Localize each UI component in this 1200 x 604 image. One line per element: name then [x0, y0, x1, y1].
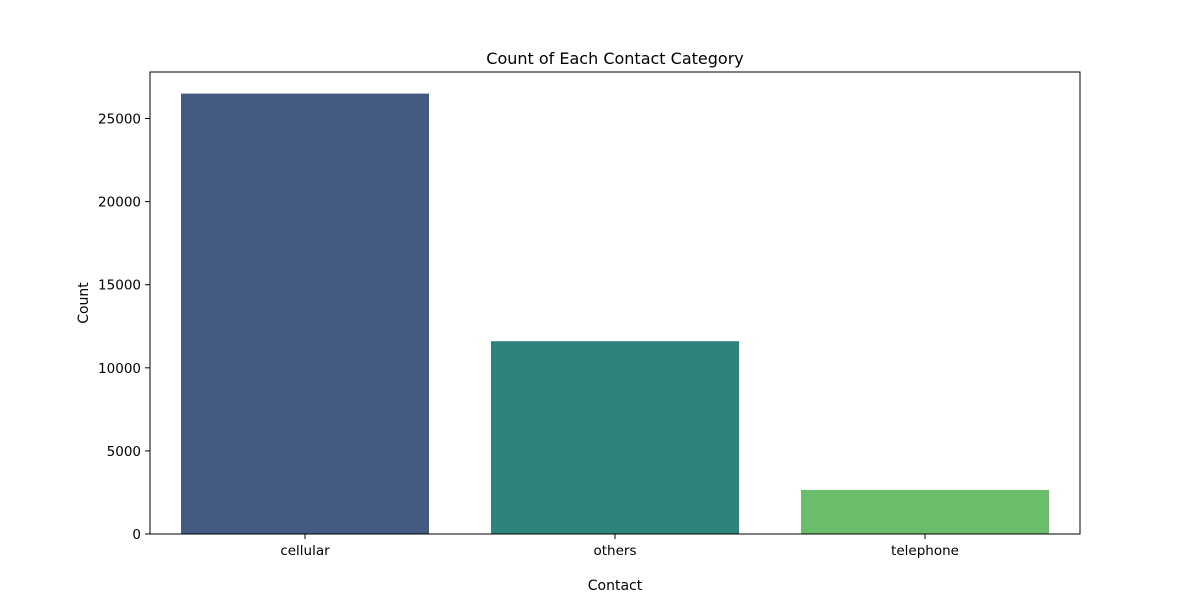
x-axis-ticks: cellular others telephone: [280, 534, 959, 559]
bar-cellular: [181, 93, 429, 535]
x-tick-label: cellular: [280, 543, 330, 559]
plot-frame: [149, 71, 1081, 535]
x-tick-label: telephone: [891, 543, 959, 559]
x-tick-label: others: [594, 543, 637, 559]
bars: [181, 93, 1049, 535]
y-tick-label: 15000: [98, 278, 141, 294]
x-axis-label: Contact: [588, 578, 643, 594]
y-axis-label: Count: [76, 282, 92, 324]
y-tick-label: 10000: [98, 361, 141, 377]
y-tick-label: 0: [132, 527, 141, 543]
bar-others: [491, 341, 739, 534]
bar-telephone: [801, 489, 1049, 534]
y-axis-ticks: 0 5000 10000 15000 20000 25000: [98, 112, 150, 543]
y-tick-label: 5000: [107, 444, 141, 460]
y-tick-label: 25000: [98, 112, 141, 128]
chart-title: Count of Each Contact Category: [486, 49, 743, 68]
y-tick-label: 20000: [98, 195, 141, 211]
